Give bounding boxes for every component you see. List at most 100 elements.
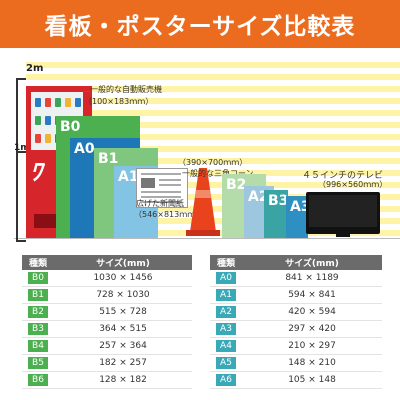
size-code-cell: B2 xyxy=(22,303,54,321)
size-code: B5 xyxy=(28,357,48,369)
ground-line xyxy=(14,238,400,239)
tv-label: ４５インチのテレビ xyxy=(302,171,384,181)
b-table-body: B0 1030 × 1456 B1 728 × 1030 B2 515 × 728 B3 36… xyxy=(22,270,192,389)
newspaper xyxy=(136,168,188,208)
table-row: A1 594 × 841 xyxy=(210,286,382,304)
size-code-cell: A4 xyxy=(210,337,242,355)
size-value: 210 × 297 xyxy=(242,337,382,355)
size-code-cell: B3 xyxy=(22,320,54,338)
can-icon xyxy=(55,98,61,107)
cone-base xyxy=(186,230,220,236)
news-line xyxy=(159,184,181,186)
vending-label: 一般的な自動販売機 xyxy=(90,85,162,94)
size-value: 128 × 182 xyxy=(54,371,192,389)
news-line xyxy=(141,191,181,193)
paper-a3-label: A3 xyxy=(290,199,311,215)
size-code: B1 xyxy=(28,289,48,301)
tv-stand xyxy=(336,234,350,237)
size-code-cell: B5 xyxy=(22,354,54,372)
b-table-header-kind: 種類 xyxy=(22,255,54,270)
size-value: 364 × 515 xyxy=(54,320,192,338)
paper-b3-label: B3 xyxy=(268,193,289,209)
size-value: 420 × 594 xyxy=(242,303,382,321)
cone-size: （390×700ｍｍ） xyxy=(178,158,248,167)
size-value: 515 × 728 xyxy=(54,303,192,321)
paper-a1-label: A1 xyxy=(118,169,139,185)
table-row: B0 1030 × 1456 xyxy=(22,270,192,287)
paper-b3: B3 xyxy=(264,190,288,238)
height-scale xyxy=(16,78,26,242)
tv-screen xyxy=(309,195,377,227)
table-row: B1 728 × 1030 xyxy=(22,286,192,304)
size-code: A5 xyxy=(216,357,236,369)
size-value: 1030 × 1456 xyxy=(54,270,192,287)
size-code-cell: B4 xyxy=(22,337,54,355)
size-code: B4 xyxy=(28,340,48,352)
b-size-table: 種類 サイズ(mm) B0 1030 × 1456 B1 728 × 1030 B2 51… xyxy=(22,255,192,389)
size-code-cell: A2 xyxy=(210,303,242,321)
news-line xyxy=(141,196,181,198)
paper-a0-label: A0 xyxy=(74,141,95,157)
table-row: A3 297 × 420 xyxy=(210,320,382,338)
size-code: A2 xyxy=(216,306,236,318)
newspaper-label: 広げた新聞紙 xyxy=(136,199,184,208)
size-value: 728 × 1030 xyxy=(54,286,192,304)
size-code: B6 xyxy=(28,374,48,386)
size-code-cell: A0 xyxy=(210,270,242,287)
size-code-cell: A5 xyxy=(210,354,242,372)
table-row: A6 105 × 148 xyxy=(210,371,382,389)
paper-b0-label: B0 xyxy=(60,119,81,135)
size-code-cell: B1 xyxy=(22,286,54,304)
table-row: A5 148 × 210 xyxy=(210,354,382,372)
a-table-header-size: サイズ(mm) xyxy=(242,255,382,270)
a-table-body: A0 841 × 1189 A1 594 × 841 A2 420 × 594 A3 297 … xyxy=(210,270,382,389)
size-value: 257 × 364 xyxy=(54,337,192,355)
can-icon xyxy=(75,98,81,107)
can-icon xyxy=(45,116,51,125)
vending-size: （100×183ｍｍ） xyxy=(84,97,154,106)
size-code-cell: A1 xyxy=(210,286,242,304)
paper-b1-label: B1 xyxy=(98,151,119,167)
size-value: 841 × 1189 xyxy=(242,270,382,287)
size-code: B3 xyxy=(28,323,48,335)
scale-mid-tick xyxy=(16,151,26,153)
can-icon xyxy=(45,98,51,107)
vending-leader xyxy=(84,91,90,92)
size-value: 297 × 420 xyxy=(242,320,382,338)
news-line xyxy=(141,201,181,203)
b-table-header-size: サイズ(mm) xyxy=(54,255,192,270)
can-icon xyxy=(45,134,51,143)
page-title: 看板・ポスターサイズ比較表 xyxy=(0,0,400,48)
table-row: B2 515 × 728 xyxy=(22,303,192,321)
can-icon xyxy=(35,116,41,125)
table-row: B5 182 × 257 xyxy=(22,354,192,372)
size-value: 148 × 210 xyxy=(242,354,382,372)
television xyxy=(306,192,380,234)
a-size-table: 種類 サイズ(mm) A0 841 × 1189 A1 594 × 841 A2 420 … xyxy=(210,255,382,389)
table-row: B4 257 × 364 xyxy=(22,337,192,355)
size-code: A1 xyxy=(216,289,236,301)
paper-b2-label: B2 xyxy=(226,177,247,193)
size-code: A3 xyxy=(216,323,236,335)
size-code-cell: A6 xyxy=(210,371,242,389)
can-icon xyxy=(35,98,41,107)
table-row: A4 210 × 297 xyxy=(210,337,382,355)
size-code-cell: A3 xyxy=(210,320,242,338)
a-table-header-kind: 種類 xyxy=(210,255,242,270)
size-value: 105 × 148 xyxy=(242,371,382,389)
size-code: B2 xyxy=(28,306,48,318)
size-value: 182 × 257 xyxy=(54,354,192,372)
size-value: 594 × 841 xyxy=(242,286,382,304)
cone-label: 一般的な三角コーン xyxy=(182,169,254,178)
scale-label-2m: 2m xyxy=(26,63,44,74)
table-row: B3 364 × 515 xyxy=(22,320,192,338)
cone-body xyxy=(190,168,216,232)
news-line xyxy=(159,179,181,181)
table-row: A2 420 × 594 xyxy=(210,303,382,321)
size-code-cell: B6 xyxy=(22,371,54,389)
cone-stripe xyxy=(195,190,211,198)
news-photo xyxy=(141,178,155,188)
table-row: B6 128 × 182 xyxy=(22,371,192,389)
tv-size: （996×560ｍｍ） xyxy=(318,180,388,189)
table-row: A0 841 × 1189 xyxy=(210,270,382,287)
